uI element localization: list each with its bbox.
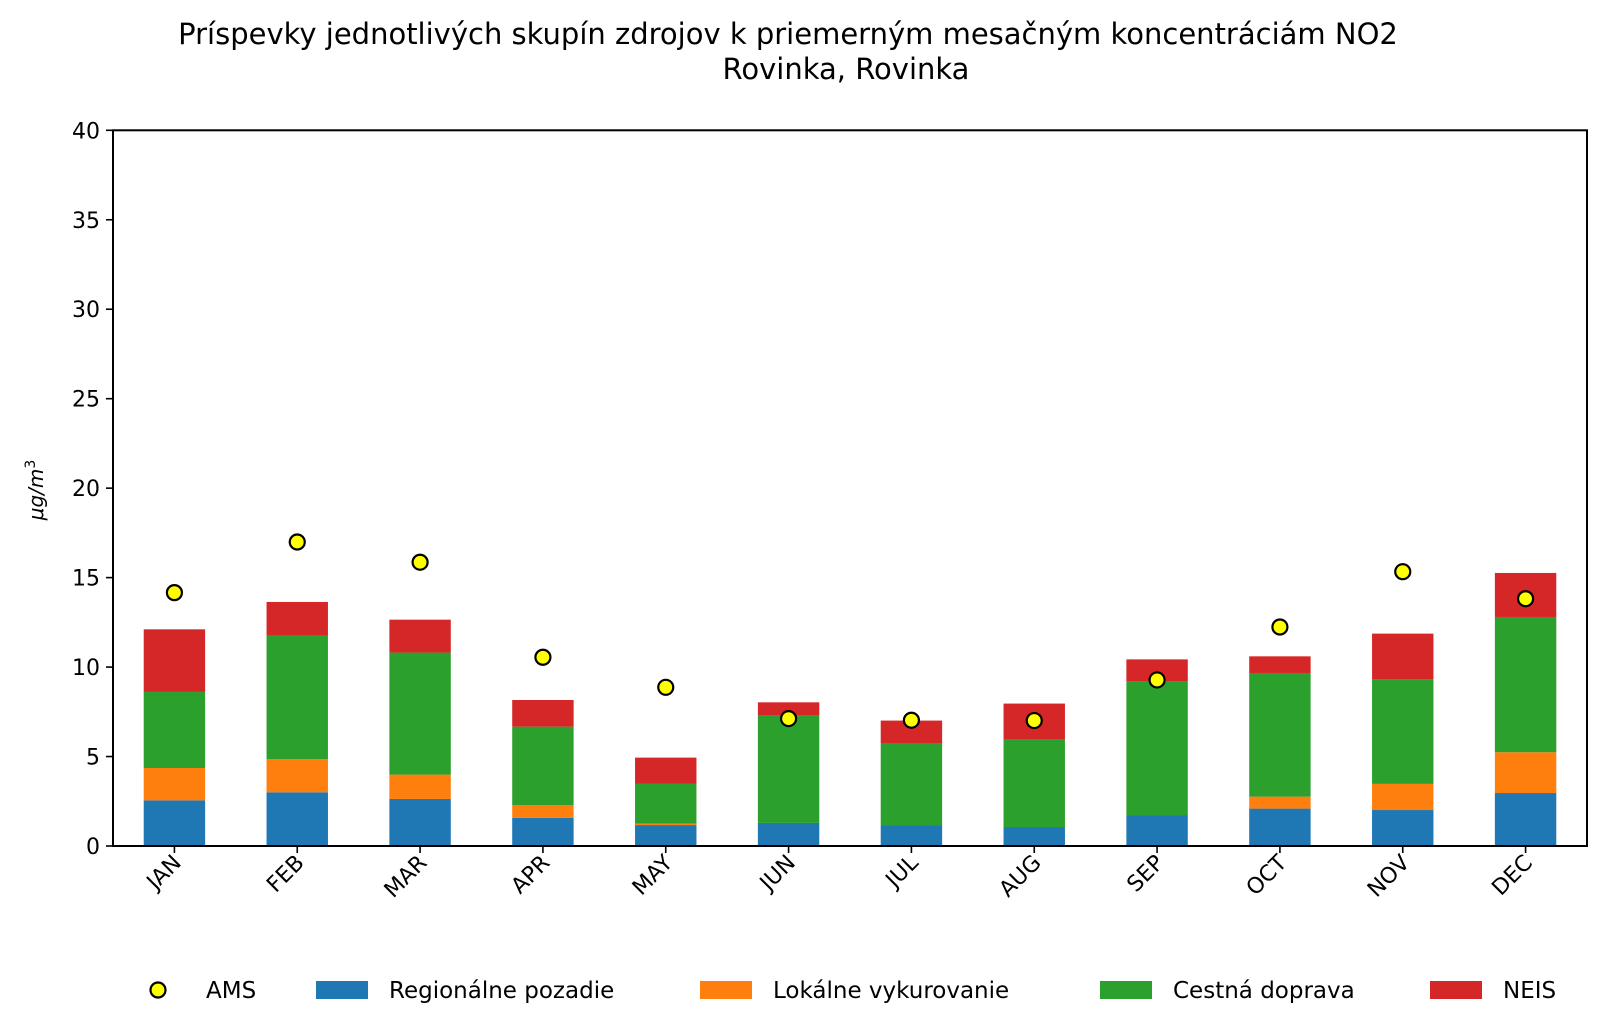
bar-nov-cestná-doprava xyxy=(1372,679,1434,784)
bar-feb-lokálne-vykurovanie xyxy=(266,759,328,793)
y-tick-label-35: 35 xyxy=(72,209,100,234)
ams-marker-feb xyxy=(288,533,306,551)
bar-aug-regionálne-pozadie xyxy=(1003,827,1065,846)
bars-layer xyxy=(143,572,1557,846)
bar-jun-cestná-doprava xyxy=(757,715,820,823)
markers-layer xyxy=(165,533,1535,730)
bar-dec-cestná-doprava xyxy=(1494,616,1557,753)
bar-may-lokálne-vykurovanie xyxy=(635,823,697,826)
bar-jul-cestná-doprava xyxy=(880,743,943,826)
legend-marker-ams xyxy=(149,981,167,999)
x-tick-label-nov: NOV xyxy=(1363,851,1415,903)
bar-jan-regionálne-pozadie xyxy=(143,800,206,846)
x-tick-label-aug: AUG xyxy=(995,851,1047,903)
y-tick-label-30: 30 xyxy=(72,298,100,323)
x-tick-label-jun: JUN xyxy=(754,851,801,898)
bar-aug-cestná-doprava xyxy=(1003,739,1065,828)
bar-nov-regionálne-pozadie xyxy=(1372,810,1434,846)
bar-jun-regionálne-pozadie xyxy=(757,822,820,846)
ams-marker-mar xyxy=(411,553,429,571)
x-tick-label-sep: SEP xyxy=(1123,851,1170,898)
bar-nov-lokálne-vykurovanie xyxy=(1372,783,1434,811)
ams-marker-dec xyxy=(1516,590,1535,608)
y-tick-label-20: 20 xyxy=(72,477,100,502)
bar-sep-neis xyxy=(1126,659,1188,682)
bar-oct-regionálne-pozadie xyxy=(1249,808,1311,846)
chart-subtitle: Rovinka, Rovinka xyxy=(723,52,970,86)
x-axis: JAN FEB MAR APR MAY JUN JUL AUG SEP OCT NOV DEC xyxy=(141,846,1538,903)
y-tick-label-15: 15 xyxy=(72,567,100,592)
bar-dec-lokálne-vykurovanie xyxy=(1494,752,1557,794)
bar-feb-cestná-doprava xyxy=(266,635,328,760)
legend-swatch-lokálne-vykurovanie xyxy=(700,981,752,999)
y-tick-label-5: 5 xyxy=(86,746,100,771)
x-tick-label-mar: MAR xyxy=(380,851,433,904)
x-tick-label-dec: DEC xyxy=(1487,851,1537,901)
y-axis: 0 5 10 15 20 25 30 35 40 xyxy=(72,119,113,860)
ams-marker-jun xyxy=(779,710,798,728)
ams-marker-oct xyxy=(1271,618,1289,636)
bar-apr-lokálne-vykurovanie xyxy=(512,805,574,818)
bar-mar-neis xyxy=(389,619,451,653)
x-tick-label-may: MAY xyxy=(628,850,678,900)
bar-apr-neis xyxy=(512,699,574,727)
y-axis-label-base: μg/m xyxy=(24,469,48,522)
bar-apr-regionálne-pozadie xyxy=(512,817,574,846)
y-tick-label-40: 40 xyxy=(72,119,100,144)
x-tick-label-jul: JUL xyxy=(880,850,924,894)
y-tick-label-25: 25 xyxy=(72,388,100,413)
ams-marker-aug xyxy=(1025,711,1043,730)
legend-label-regionálne-pozadie: Regionálne pozadie xyxy=(389,978,614,1004)
bar-jun-neis xyxy=(757,702,820,716)
ams-marker-may xyxy=(657,678,675,696)
legend-label-ams: AMS xyxy=(206,978,256,1004)
x-tick-label-feb: FEB xyxy=(262,851,309,898)
x-tick-label-oct: OCT xyxy=(1242,850,1293,901)
legend: AMS Regionálne pozadie Lokálne vykurovanie… xyxy=(149,978,1556,1004)
legend-label-neis: NEIS xyxy=(1503,978,1556,1004)
bar-jul-regionálne-pozadie xyxy=(880,825,943,846)
legend-swatch-neis xyxy=(1430,981,1482,999)
bar-mar-cestná-doprava xyxy=(389,652,451,775)
ams-marker-apr xyxy=(534,648,552,666)
ams-marker-jan xyxy=(165,584,184,602)
bar-oct-lokálne-vykurovanie xyxy=(1249,796,1311,809)
legend-swatch-cestná-doprava xyxy=(1100,981,1152,999)
bar-may-cestná-doprava xyxy=(635,783,697,824)
bar-jan-cestná-doprava xyxy=(143,691,206,768)
bar-may-regionálne-pozadie xyxy=(635,825,697,846)
ams-marker-nov xyxy=(1394,563,1412,581)
bar-jan-lokálne-vykurovanie xyxy=(143,767,206,801)
bar-sep-cestná-doprava xyxy=(1126,681,1188,816)
bar-apr-cestná-doprava xyxy=(512,726,574,806)
y-tick-label-10: 10 xyxy=(72,656,100,681)
bar-oct-neis xyxy=(1249,656,1311,673)
bar-nov-neis xyxy=(1372,633,1434,680)
legend-swatch-regionálne-pozadie xyxy=(316,981,368,999)
chart-title: Príspevky jednotlivých skupín zdrojov k … xyxy=(178,17,1398,51)
x-tick-label-jan: JAN xyxy=(141,851,187,897)
bar-jul-neis xyxy=(880,720,943,744)
x-tick-label-apr: APR xyxy=(507,851,556,900)
bar-jan-neis xyxy=(143,629,206,692)
bar-dec-regionálne-pozadie xyxy=(1494,793,1557,846)
bar-feb-neis xyxy=(266,601,328,636)
legend-label-lokálne-vykurovanie: Lokálne vykurovanie xyxy=(773,978,1009,1004)
y-axis-label: μg/m3 xyxy=(23,460,48,522)
bar-feb-regionálne-pozadie xyxy=(266,792,328,846)
y-axis-label-sup: 3 xyxy=(23,460,39,469)
bar-sep-regionálne-pozadie xyxy=(1126,815,1188,846)
bar-oct-cestná-doprava xyxy=(1249,672,1311,797)
bar-may-neis xyxy=(635,757,697,784)
ams-marker-sep xyxy=(1148,671,1166,689)
ams-marker-jul xyxy=(902,711,921,729)
legend-label-cestná-doprava: Cestná doprava xyxy=(1173,978,1355,1004)
bar-mar-regionálne-pozadie xyxy=(389,798,451,846)
y-tick-label-0: 0 xyxy=(86,835,100,860)
plot-frame xyxy=(112,129,1588,848)
bar-mar-lokálne-vykurovanie xyxy=(389,774,451,799)
